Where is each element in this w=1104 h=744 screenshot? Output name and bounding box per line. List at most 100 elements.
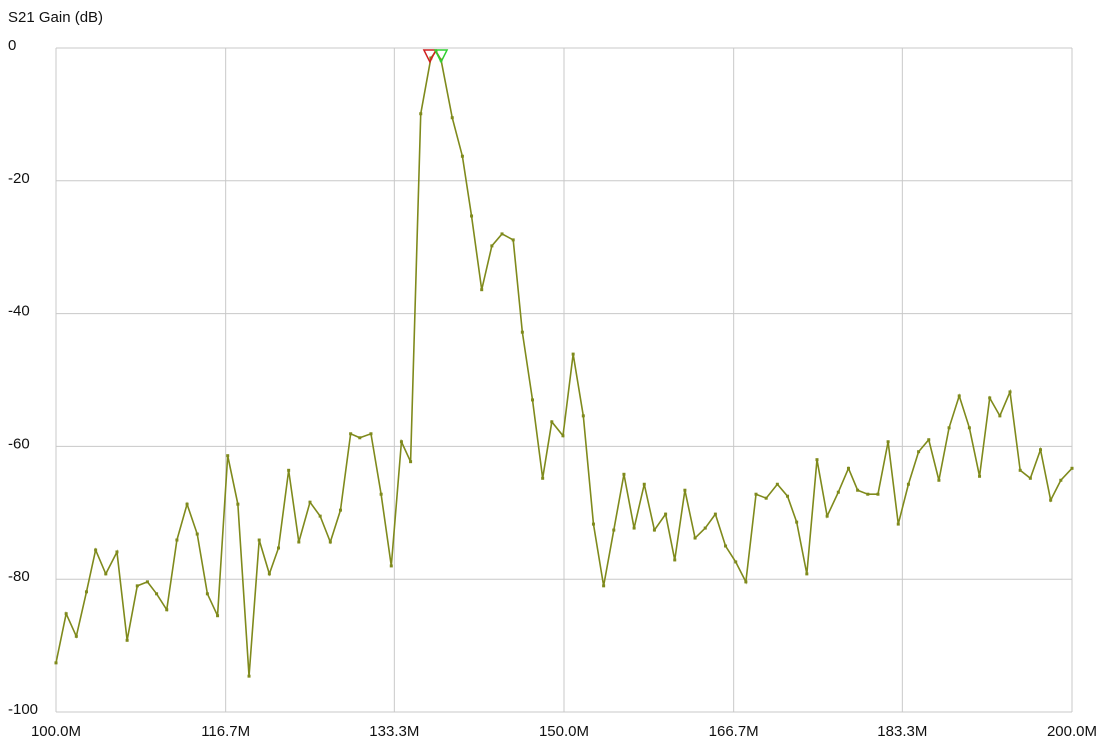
point: [734, 560, 738, 564]
point: [520, 330, 524, 334]
y-tick-label: -20: [8, 170, 30, 187]
point: [257, 538, 261, 542]
y-tick-label: -80: [8, 568, 30, 585]
point: [947, 426, 951, 430]
point: [581, 414, 585, 418]
point: [967, 426, 971, 430]
point: [175, 538, 179, 542]
point: [500, 232, 504, 236]
point: [846, 466, 850, 470]
chart-title: S21 Gain (dB): [8, 9, 103, 26]
point: [836, 490, 840, 494]
point: [622, 472, 626, 476]
point: [1059, 478, 1063, 482]
point: [145, 580, 149, 584]
point: [460, 154, 464, 158]
point: [429, 56, 433, 60]
point: [825, 514, 829, 518]
point: [205, 592, 209, 596]
point: [795, 520, 799, 524]
point: [571, 352, 575, 356]
point: [602, 584, 606, 588]
point: [764, 496, 768, 500]
point: [247, 674, 251, 678]
point: [470, 214, 474, 218]
point: [236, 502, 240, 506]
point: [917, 450, 921, 454]
x-tick-label: 166.7M: [709, 723, 759, 740]
point: [389, 564, 393, 568]
point: [450, 116, 454, 120]
point: [591, 522, 595, 526]
x-tick-label: 133.3M: [369, 723, 419, 740]
point: [988, 396, 992, 400]
point: [277, 546, 281, 550]
point: [419, 112, 423, 116]
point: [927, 438, 931, 442]
point: [856, 488, 860, 492]
y-tick-label: -40: [8, 303, 30, 320]
point: [612, 528, 616, 532]
point: [104, 572, 108, 576]
point: [94, 548, 98, 552]
point: [1070, 466, 1074, 470]
x-tick-label: 116.7M: [201, 723, 250, 740]
point: [64, 612, 68, 616]
point: [267, 572, 271, 576]
x-tick-label: 200.0M: [1047, 723, 1097, 740]
point: [338, 508, 342, 512]
x-tick-label: 183.3M: [877, 723, 927, 740]
point: [886, 440, 890, 444]
point: [896, 522, 900, 526]
point: [1049, 498, 1053, 502]
point: [683, 488, 687, 492]
point: [815, 458, 819, 462]
point: [511, 238, 515, 242]
point: [490, 244, 494, 248]
point: [369, 432, 373, 436]
point: [541, 476, 545, 480]
point: [287, 468, 291, 472]
point: [185, 502, 189, 506]
point: [866, 492, 870, 496]
point: [349, 432, 353, 436]
point: [409, 460, 413, 464]
point: [84, 590, 88, 594]
point: [1008, 390, 1012, 394]
point: [876, 492, 880, 496]
point: [632, 526, 636, 530]
point: [673, 558, 677, 562]
point: [978, 474, 982, 478]
point: [664, 512, 668, 516]
point: [115, 550, 119, 554]
marker: [422, 49, 438, 64]
point: [155, 592, 159, 596]
point: [399, 440, 403, 444]
point: [998, 414, 1002, 418]
point: [1028, 476, 1032, 480]
y-tick-label: 0: [8, 37, 16, 54]
point: [531, 398, 535, 402]
point: [642, 482, 646, 486]
point: [297, 540, 301, 544]
y-tick-label: -100: [8, 701, 38, 718]
point: [308, 500, 312, 504]
point: [379, 492, 383, 496]
point: [775, 482, 779, 486]
point: [165, 608, 169, 612]
x-tick-label: 150.0M: [539, 723, 589, 740]
marker: [433, 49, 449, 64]
point: [439, 58, 443, 62]
point: [957, 394, 961, 398]
point: [744, 580, 748, 584]
point: [135, 584, 139, 588]
point: [703, 526, 707, 530]
point: [318, 514, 322, 518]
point: [550, 420, 554, 424]
point: [328, 540, 332, 544]
point: [786, 494, 790, 498]
point: [1039, 448, 1043, 452]
point: [54, 661, 58, 665]
point: [724, 544, 728, 548]
